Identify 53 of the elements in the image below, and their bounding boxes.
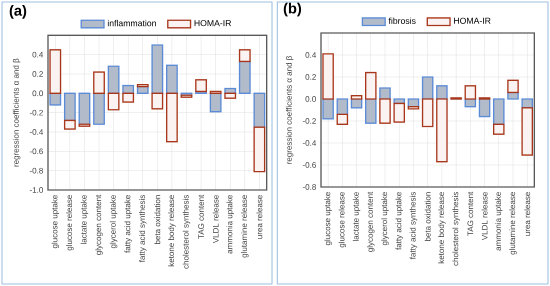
legend-label: fibrosis [388,18,416,24]
x-tick-label: ammonia uptake [495,192,502,251]
y-tick-label: -0.4 [302,140,316,146]
x-tick-label: glutamine release [509,192,517,255]
y-tick-label: 0.0 [32,90,43,96]
x-tick-label: urea release [524,192,530,236]
y-tick-label: 0.2 [32,71,43,77]
x-tick-label: ammonia uptake [226,195,234,254]
x-tick-label: urea release [256,195,262,239]
x-tick-label: TAG content [198,194,204,239]
x-tick-label: glucose release [66,195,74,250]
x-tick-label: cholesterol synthesis [182,195,190,269]
y-tick-label: 0.4 [32,52,44,58]
x-tick-label: lactate uptake [80,195,88,244]
legend-label: HOMA-IR [194,20,232,26]
y-axis-title: regression coefficients α and β [12,58,20,166]
x-tick-label: fatty acid uptake [124,195,132,253]
x-tick-label: fatty acid uptake [395,192,403,250]
y-axis-title: regression coefficients α and β [286,56,294,164]
x-tick-label: ketone body release [438,192,446,264]
x-tick-label: fatty acid synthesis [410,192,418,260]
chart-title: (a) [10,5,26,19]
x-tick-label: glucose release [338,192,346,248]
x-tick-label: glucose uptake [52,195,60,248]
y-tick-label: 0.0 [305,96,316,102]
chart-title: (b) [284,2,302,16]
x-tick-label: cholesterol synthesis [452,192,460,266]
y-tick-label: -0.6 [302,162,316,168]
x-tick-label: beta oxidation [424,192,431,242]
y-tick-label: -0.2 [302,118,316,124]
y-tick-label: -0.8 [302,184,316,190]
x-tick-label: fatty acid synthesis [139,195,146,262]
x-tick-label: glutamine release [241,195,249,258]
y-tick-label: 0.2 [305,74,316,80]
x-tick-label: lactate uptake [352,192,360,241]
x-tick-label: TAG content [468,192,474,236]
x-tick-label: glycerol uptake [381,192,389,246]
y-tick-label: -0.2 [30,110,43,116]
y-tick-label: 0.4 [305,52,316,58]
y-tick-label: -1.0 [30,187,43,193]
y-tick-label: -0.8 [30,168,43,174]
legend-label: inflammation [108,20,156,26]
x-tick-label: VLDL release [212,195,219,244]
y-tick-label: -0.4 [30,129,44,135]
x-tick-label: VLDL release [482,192,488,240]
x-tick-label: ketone body release [168,195,176,266]
x-tick-label: beta oxidation [154,195,160,244]
legend-label: HOMA-IR [454,18,491,24]
x-tick-label: glycerol uptake [110,195,118,248]
y-tick-label: -0.6 [30,148,43,154]
x-tick-label: glycogen content [367,192,374,252]
x-tick-label: glucose uptake [324,192,332,246]
x-tick-label: glycogen content [95,194,103,255]
